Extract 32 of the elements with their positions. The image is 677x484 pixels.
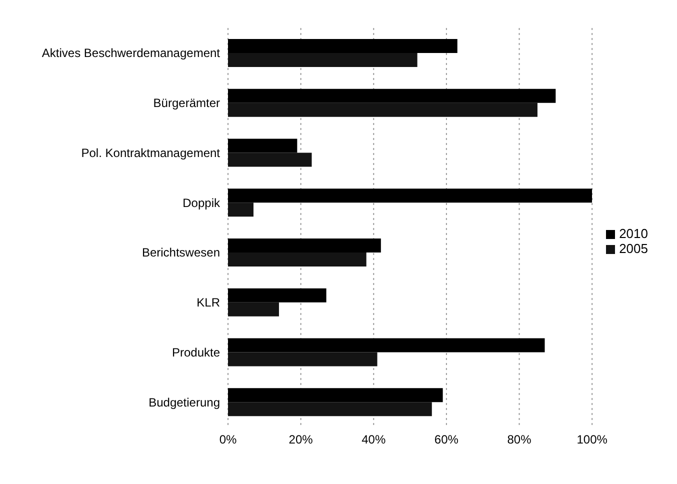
x-tick-label: 20%: [288, 432, 314, 447]
x-tick-label: 0%: [219, 432, 237, 447]
y-tick-label: Produkte: [172, 345, 220, 360]
bar: [228, 288, 326, 302]
bar: [228, 238, 381, 252]
y-tick-label: KLR: [196, 296, 220, 310]
bar: [228, 388, 443, 402]
bar: [228, 88, 556, 103]
bar: [228, 202, 254, 217]
y-tick-label: Aktives Beschwerdemanagement: [42, 46, 221, 60]
bar: [228, 188, 592, 203]
legend-label: 2010: [619, 226, 648, 240]
x-tick-label: 40%: [362, 432, 386, 447]
x-tick-label: 60%: [434, 432, 459, 447]
x-tick-label: 80%: [507, 432, 532, 447]
bar: [228, 38, 458, 53]
bar: [228, 252, 366, 266]
y-tick-label: Pol. Kontraktmanagement: [81, 146, 221, 160]
y-tick-label: Doppik: [182, 196, 221, 210]
bar: [228, 52, 418, 67]
bar: [228, 338, 545, 352]
bar: [228, 402, 432, 416]
bar: [228, 102, 538, 117]
x-tick-label: 100%: [576, 432, 608, 447]
y-tick-label: Bürgerämter: [153, 96, 220, 110]
bar: [228, 302, 279, 316]
bar: [228, 138, 298, 153]
bar: [228, 352, 378, 366]
bar: [228, 152, 312, 167]
y-tick-label: Berichtswesen: [142, 246, 220, 260]
legend-label: 2005: [619, 240, 648, 256]
y-tick-label: Budgetierung: [148, 395, 220, 410]
